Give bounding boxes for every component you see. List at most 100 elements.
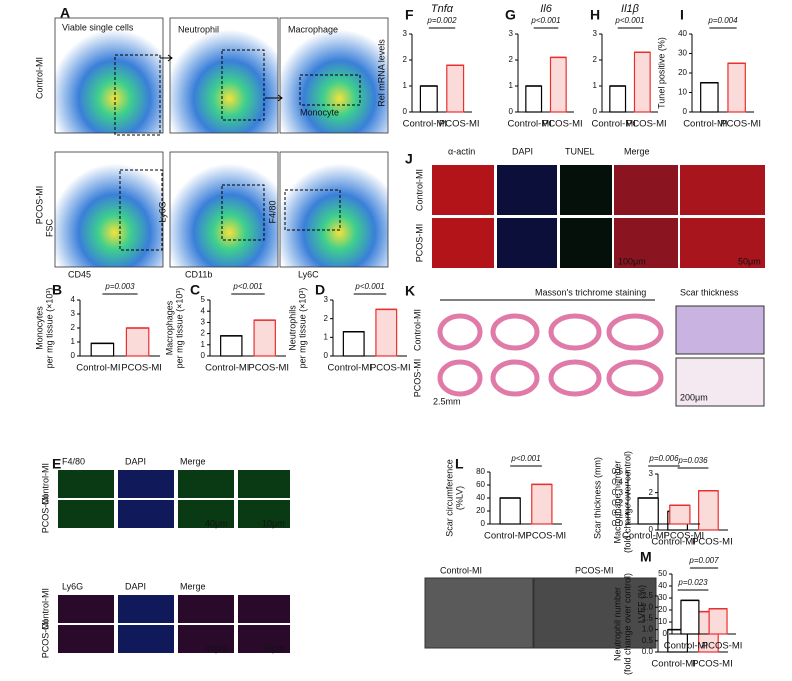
label: Neutrophil	[178, 24, 219, 34]
panel-image	[238, 625, 290, 653]
panel-letter: I	[680, 7, 684, 23]
label: Ly6C	[298, 269, 319, 279]
label: Merge	[180, 581, 206, 591]
bar	[525, 85, 543, 113]
label: Control-MI	[40, 463, 50, 505]
panel-image	[169, 17, 279, 134]
panel-image	[675, 357, 765, 407]
y-axis-label: Rel mRNA levels	[376, 39, 386, 107]
y-tick-label: 0.5	[612, 467, 624, 476]
y-tick-label: 10	[658, 617, 667, 626]
x-tick-label: Control-MI	[592, 119, 636, 130]
panel-image	[432, 218, 494, 268]
label: Merge	[624, 146, 650, 156]
y-tick-label: 40	[678, 29, 687, 38]
bar	[727, 62, 746, 113]
y-tick-label: 3	[201, 318, 206, 327]
gate	[299, 74, 361, 106]
label: 40μm	[205, 518, 228, 528]
panel-image	[614, 165, 678, 215]
y-tick-label: 0	[663, 629, 668, 638]
p-value: p<0.001	[354, 282, 384, 291]
y-tick-label: 0.0	[642, 647, 654, 656]
panel-image	[58, 500, 114, 528]
y-tick-label: 20	[678, 68, 687, 77]
bar	[342, 331, 365, 357]
bar	[637, 497, 659, 525]
y-tick-label: 10	[678, 88, 687, 97]
label: Merge	[180, 456, 206, 466]
y-tick-label: 2	[509, 55, 514, 64]
x-tick-label: Control-MI	[508, 119, 552, 130]
chart-title: Tnfα	[431, 3, 454, 15]
y-axis-label: Neutrophils	[287, 305, 297, 351]
x-tick-label: Control-MI	[403, 119, 447, 130]
p-value: p=0.007	[688, 556, 719, 565]
p-value: p<0.001	[510, 454, 540, 463]
panel-image	[54, 151, 164, 268]
y-tick-label: 0	[649, 525, 654, 534]
x-tick-label: Control-MI	[484, 531, 528, 542]
y-tick-label: 0	[683, 107, 688, 116]
bar	[446, 64, 465, 113]
y-tick-label: 0	[403, 107, 408, 116]
label: PCOS-MI	[575, 565, 614, 575]
panel-image	[58, 470, 114, 498]
y-axis-label: per mg tissue (×10³)	[297, 288, 307, 369]
panel-image	[680, 165, 765, 215]
panel-image	[58, 625, 114, 653]
panel-image	[118, 595, 174, 623]
y-tick-label: 4	[71, 295, 76, 304]
label: Scar thickness	[680, 287, 739, 297]
bar	[499, 497, 521, 525]
p-value: p<0.001	[614, 16, 644, 25]
p-value: p=0.036	[677, 456, 708, 465]
panel-image	[178, 500, 234, 528]
x-tick-label: PCOS-MI	[439, 119, 480, 130]
panel-letter: D	[315, 282, 325, 298]
label: Monocyte	[300, 107, 339, 117]
y-tick-label: 30	[658, 593, 667, 602]
label: 50μm	[738, 256, 761, 266]
y-tick-label: 0.1	[612, 509, 624, 518]
y-tick-label: 40	[658, 581, 667, 590]
label: 200μm	[680, 392, 708, 402]
panel-image	[533, 577, 657, 649]
y-axis-label: per mg tissue (×10³)	[174, 288, 184, 369]
label: 10μm	[262, 518, 285, 528]
y-tick-label: 0	[593, 107, 598, 116]
panel-letter: L	[455, 456, 464, 472]
y-tick-label: 3	[324, 295, 329, 304]
chart-title: Il1β	[621, 3, 640, 15]
y-tick-label: 2	[649, 488, 654, 497]
x-tick-label: Control-MI	[683, 119, 727, 130]
panel-image	[560, 218, 612, 268]
y-axis-label: Monocytes	[34, 306, 44, 350]
bar	[680, 599, 700, 635]
label: F4/80	[267, 200, 277, 223]
x-tick-label: Control-MI	[651, 659, 695, 670]
label: Control-MI	[440, 565, 482, 575]
y-tick-label: 0.2	[612, 498, 624, 507]
bar	[549, 56, 567, 113]
x-tick-label: Control-MI	[205, 363, 249, 374]
label: Control-MI	[40, 588, 50, 630]
y-tick-label: 0	[509, 107, 514, 116]
y-tick-label: 0.4	[612, 478, 624, 487]
label: DAPI	[512, 146, 533, 156]
panel-image	[614, 218, 678, 268]
y-tick-label: 2	[71, 323, 76, 332]
panel-letter: G	[505, 7, 516, 23]
y-tick-label: 1	[201, 340, 206, 349]
x-tick-label: PCOS-MI	[664, 531, 705, 542]
label: Control-MI	[412, 309, 422, 351]
y-axis-label: Macrophage number	[612, 460, 622, 543]
y-tick-label: 1	[324, 332, 329, 341]
panel-letter: F	[405, 7, 414, 23]
x-tick-label: Control-MI	[664, 641, 708, 652]
label: PCOS-MI	[34, 186, 44, 225]
bar	[633, 51, 651, 113]
y-axis-label: per mg tissue (×10³)	[44, 288, 54, 369]
y-tick-label: 1	[403, 81, 408, 90]
